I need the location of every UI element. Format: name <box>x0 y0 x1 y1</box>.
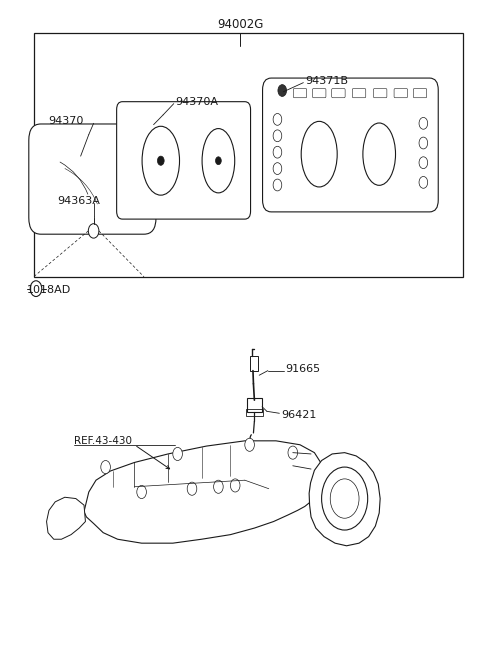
FancyBboxPatch shape <box>413 89 427 98</box>
Circle shape <box>419 117 428 129</box>
Text: 1018AD: 1018AD <box>26 285 71 295</box>
Text: 94363A: 94363A <box>58 196 100 207</box>
Bar <box>34 33 463 277</box>
Polygon shape <box>309 453 380 546</box>
Circle shape <box>88 224 99 238</box>
Ellipse shape <box>363 123 396 185</box>
FancyBboxPatch shape <box>29 124 156 234</box>
Ellipse shape <box>301 121 337 187</box>
Bar <box>250 356 258 371</box>
Text: 94370: 94370 <box>48 116 84 127</box>
FancyBboxPatch shape <box>117 102 251 219</box>
Bar <box>246 409 263 416</box>
Circle shape <box>245 438 254 451</box>
Text: REF.43-430: REF.43-430 <box>74 436 132 446</box>
Text: 94371B: 94371B <box>305 75 348 86</box>
Ellipse shape <box>142 126 180 195</box>
FancyBboxPatch shape <box>352 89 366 98</box>
Circle shape <box>273 113 282 125</box>
FancyBboxPatch shape <box>332 89 345 98</box>
Bar <box>247 398 262 412</box>
Circle shape <box>419 157 428 169</box>
Circle shape <box>322 467 368 530</box>
Circle shape <box>273 146 282 158</box>
Circle shape <box>214 480 223 493</box>
FancyBboxPatch shape <box>373 89 387 98</box>
Text: 94370A: 94370A <box>175 96 218 107</box>
Circle shape <box>230 479 240 492</box>
Polygon shape <box>47 497 85 539</box>
Circle shape <box>30 281 42 297</box>
Polygon shape <box>84 441 323 543</box>
Circle shape <box>273 163 282 174</box>
Circle shape <box>330 479 359 518</box>
Circle shape <box>419 137 428 149</box>
FancyBboxPatch shape <box>263 78 438 212</box>
Text: 96421: 96421 <box>281 409 316 420</box>
Circle shape <box>173 447 182 461</box>
Circle shape <box>137 485 146 499</box>
Circle shape <box>187 482 197 495</box>
Circle shape <box>278 85 287 96</box>
Circle shape <box>273 179 282 191</box>
FancyBboxPatch shape <box>293 89 307 98</box>
Text: 94002G: 94002G <box>217 18 263 31</box>
Ellipse shape <box>202 129 235 193</box>
Circle shape <box>101 461 110 474</box>
Circle shape <box>273 130 282 142</box>
Circle shape <box>216 157 221 165</box>
FancyBboxPatch shape <box>312 89 326 98</box>
Text: 91665: 91665 <box>286 364 321 375</box>
Circle shape <box>419 176 428 188</box>
Circle shape <box>288 446 298 459</box>
Circle shape <box>157 156 164 165</box>
FancyBboxPatch shape <box>394 89 408 98</box>
